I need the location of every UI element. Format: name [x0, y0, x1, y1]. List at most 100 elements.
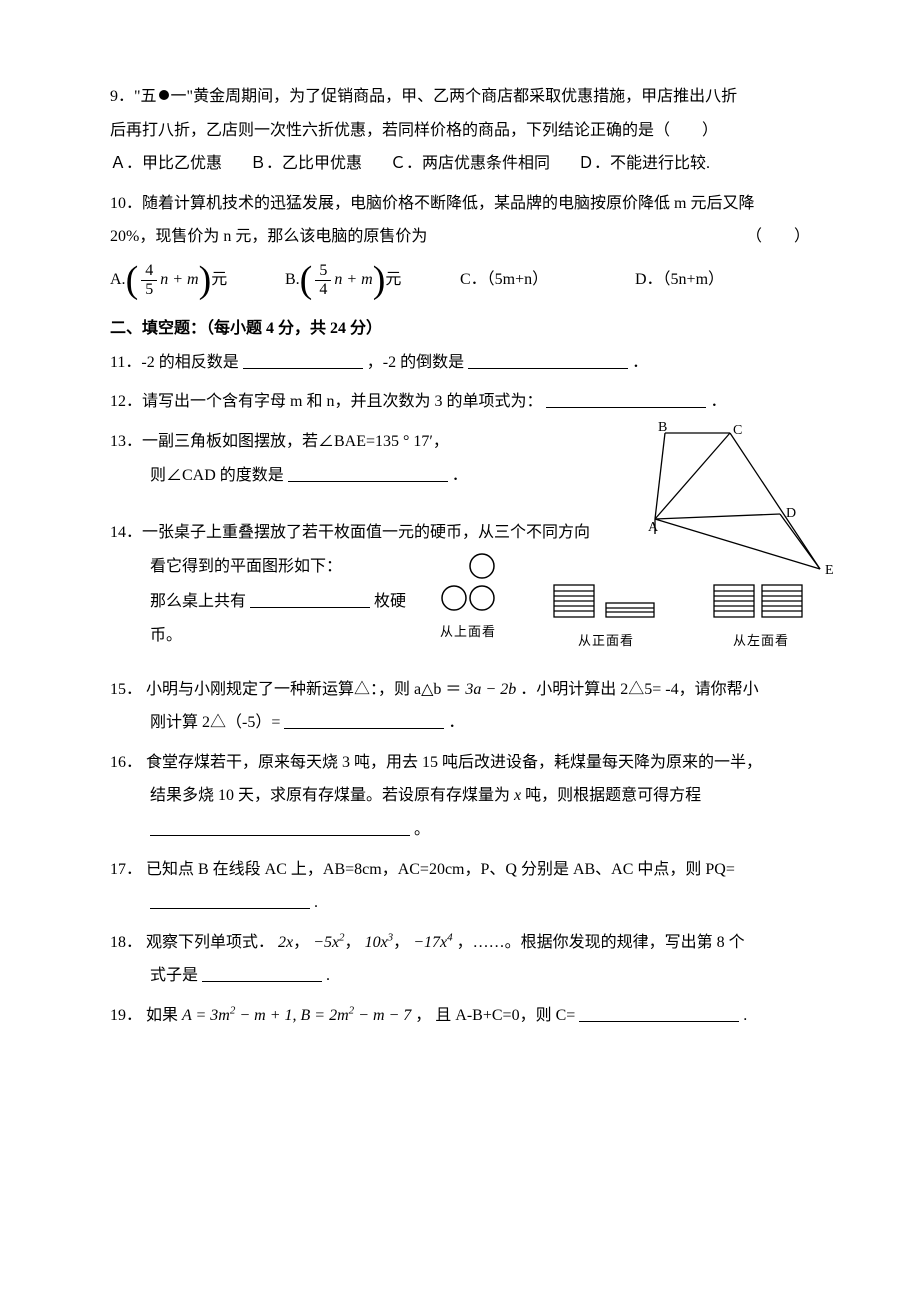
- q10-line2a: 20%，现售价为 n 元，那么该电脑的原售价为: [110, 228, 427, 245]
- q10-line2: 20%，现售价为 n 元，那么该电脑的原售价为 （ ）: [110, 220, 810, 254]
- q12-b: ．: [710, 393, 726, 410]
- q18-line2: 式子是 .: [110, 959, 810, 993]
- q15-expr: 3a − 2b: [465, 681, 516, 698]
- q9-stem-b: 一"黄金周期间，为了促销商品，甲、乙两个商店都采取优惠措施，甲店推出八折: [171, 88, 738, 105]
- question-15: 15． 小明与小刚规定了一种新运算△：，则 a△b ＝ 3a − 2b ．小明计…: [110, 673, 810, 740]
- q10-options: A. ( 4 5 n + m ) 元 B. ( 5 4 n + m ) 元: [110, 262, 810, 298]
- q11-c: ．: [632, 354, 648, 371]
- q12-a: 12．请写出一个含有字母 m 和 n，并且次数为 3 的单项式为：: [110, 393, 542, 410]
- question-18: 18． 观察下列单项式． 2x， −5x2， 10x3， −17x4 ，……。根…: [110, 926, 810, 993]
- fracA-den: 5: [141, 281, 157, 299]
- q14-view3: 从左面看: [733, 627, 789, 654]
- top-view: 从上面看: [436, 552, 500, 645]
- q18-t4: −17x4: [413, 934, 452, 951]
- q17-b: .: [314, 894, 318, 911]
- q15-a: 15． 小明与小刚规定了一种新运算△：，则 a△b ＝: [110, 681, 465, 698]
- q14-line3: 那么桌上共有 枚硬币。 从上面看: [110, 583, 810, 654]
- question-11: 11．-2 的相反数是 ，-2 的倒数是 ．: [110, 346, 810, 380]
- question-12: 12．请写出一个含有字母 m 和 n，并且次数为 3 的单项式为： ．: [110, 385, 810, 419]
- q10-line2b: （ ）: [746, 220, 810, 254]
- question-9: 9．"五一"黄金周期间，为了促销商品，甲、乙两个商店都采取优惠措施，甲店推出八折…: [110, 80, 810, 181]
- q13-b: 则∠CAD 的度数是: [150, 467, 284, 484]
- page-root: 9．"五一"黄金周期间，为了促销商品，甲、乙两个商店都采取优惠措施，甲店推出八折…: [0, 0, 920, 1099]
- q9-optA: Ａ．甲比乙优惠: [110, 147, 222, 181]
- blank: [546, 390, 706, 409]
- q10-labB: B.: [285, 263, 300, 297]
- left-view: 从左面看: [712, 583, 810, 654]
- sep: ，: [345, 934, 361, 951]
- q16-b: 结果多烧 10 天，求原有存煤量。若设原有存煤量为: [150, 787, 514, 804]
- label-B: B: [658, 420, 667, 435]
- sep: ，: [393, 934, 409, 951]
- q9-stem-a: 9．"五: [110, 88, 157, 105]
- blank: [202, 964, 322, 983]
- dot-icon: [159, 90, 169, 100]
- blank: [579, 1003, 739, 1022]
- triangles-diagram-icon: A B C D E: [620, 419, 840, 589]
- q9-optB: Ｂ．乙比甲优惠: [250, 147, 362, 181]
- q10-optC: C．（5m+n）: [460, 263, 635, 297]
- blank: [243, 350, 363, 369]
- q9-optC: Ｃ．两店优惠条件相同: [390, 147, 550, 181]
- q10-optB: B. ( 5 4 n + m ) 元: [285, 262, 460, 298]
- q18-t2: −5x2: [313, 934, 344, 951]
- blank: [288, 463, 448, 482]
- question-13: 13．一副三角板如图摆放，若∠BAE=135 ° 17′， 则∠CAD 的度数是…: [110, 425, 810, 492]
- blank: [150, 891, 310, 910]
- q10-optD: D．（5n+m）: [635, 263, 810, 297]
- q9-stem-c: 后再打八折，乙店则一次性六折优惠，若同样价格的商品，下列结论正确的是（ ）: [110, 114, 810, 148]
- front-view: 从正面看: [552, 583, 660, 654]
- q10-labA: A.: [110, 263, 126, 297]
- q10-line1: 10．随着计算机技术的迅猛发展，电脑价格不断降低，某品牌的电脑按原价降低 m 元…: [110, 187, 810, 221]
- q10-restA: n + m: [160, 263, 198, 297]
- question-17: 17． 已知点 B 在线段 AC 上，AB=8cm，AC=20cm，P、Q 分别…: [110, 853, 810, 920]
- q15-c: 刚计算 2△（-5）=: [150, 714, 280, 731]
- blank: [150, 817, 410, 836]
- q19-b: ， 且 A-B+C=0，则 C=: [415, 1007, 575, 1024]
- q16-line3: 。: [110, 813, 810, 847]
- q11-b: ，-2 的倒数是: [367, 354, 464, 371]
- question-16: 16． 食堂存煤若干，原来每天烧 3 吨，用去 15 吨后改进设备，耗煤量每天降…: [110, 746, 810, 847]
- q10-optA: A. ( 4 5 n + m ) 元: [110, 262, 285, 298]
- q14-c: 那么桌上共有: [150, 593, 246, 610]
- q10-restB: n + m: [334, 263, 372, 297]
- fracB-den: 4: [315, 281, 331, 299]
- q10-yuanB: 元: [385, 263, 401, 297]
- q15-d: ．: [448, 714, 464, 731]
- section-2-title: 二、填空题：（每小题 4 分，共 24 分）: [110, 312, 810, 346]
- question-10: 10．随着计算机技术的迅猛发展，电脑价格不断降低，某品牌的电脑按原价降低 m 元…: [110, 187, 810, 298]
- label-E: E: [825, 563, 834, 578]
- label-D: D: [786, 506, 796, 521]
- blank: [468, 350, 628, 369]
- q18-a: 18． 观察下列单项式．: [110, 934, 274, 951]
- label-A: A: [648, 520, 659, 535]
- q17-line2: .: [110, 886, 810, 920]
- q18-d: .: [326, 967, 330, 984]
- q19-eq: A = 3m2 − m + 1, B = 2m2 − m − 7: [182, 1007, 415, 1024]
- q18-c: 式子是: [150, 967, 198, 984]
- q16-d: 。: [414, 821, 430, 838]
- q19-c: .: [743, 1007, 747, 1024]
- fracB-num: 5: [315, 262, 331, 281]
- coins-front-icon: [552, 583, 660, 623]
- q15-line2: 刚计算 2△（-5）= ．: [110, 706, 810, 740]
- sep: ，: [293, 934, 309, 951]
- q9-options: Ａ．甲比乙优惠 Ｂ．乙比甲优惠 Ｃ．两店优惠条件相同 Ｄ．不能进行比较.: [110, 147, 810, 181]
- blank: [284, 711, 444, 730]
- q16-c: 吨，则根据题意可得方程: [521, 787, 701, 804]
- q14-text: 那么桌上共有 枚硬币。: [150, 585, 414, 652]
- question-19: 19． 如果 A = 3m2 − m + 1, B = 2m2 − m − 7 …: [110, 999, 810, 1033]
- q18-t1: 2x: [278, 934, 293, 951]
- coins-left-icon: [712, 583, 810, 623]
- q13-c: ．: [452, 467, 468, 484]
- fraction-B: 5 4: [315, 262, 331, 298]
- fracA-num: 4: [141, 262, 157, 281]
- q10-yuanA: 元: [211, 263, 227, 297]
- q19-a: 19． 如果: [110, 1007, 182, 1024]
- q11-a: 11．-2 的相反数是: [110, 354, 239, 371]
- q14-view1: 从上面看: [440, 618, 496, 645]
- q17-a: 17． 已知点 B 在线段 AC 上，AB=8cm，AC=20cm，P、Q 分别…: [110, 853, 810, 887]
- blank: [250, 590, 370, 609]
- q16-a: 16． 食堂存煤若干，原来每天烧 3 吨，用去 15 吨后改进设备，耗煤量每天降…: [110, 746, 810, 780]
- label-C: C: [733, 423, 742, 438]
